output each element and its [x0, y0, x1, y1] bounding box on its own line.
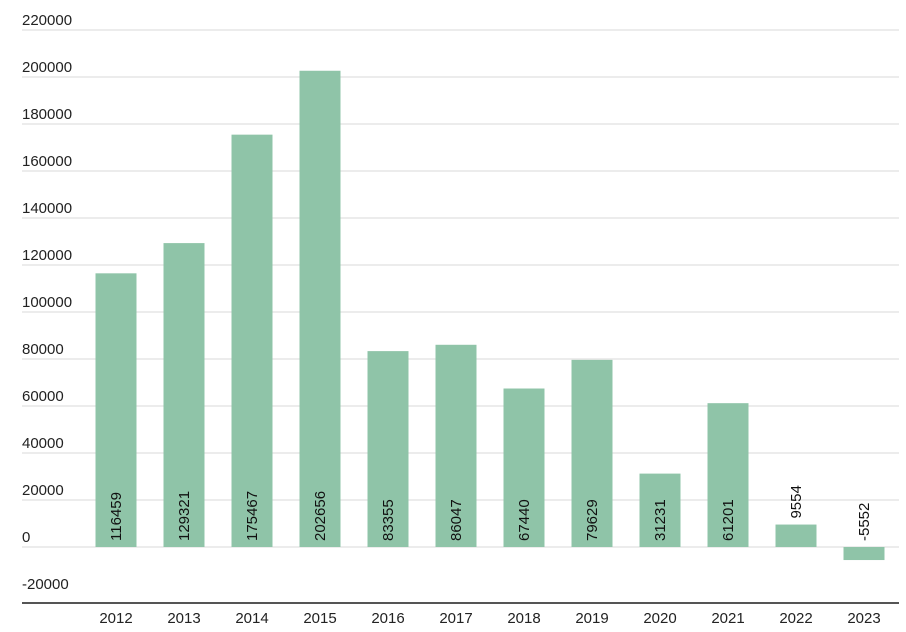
bar-2020: [639, 473, 681, 547]
bar-2014: [231, 134, 273, 547]
x-tick-label: 2017: [439, 610, 472, 627]
y-tick-label: 40000: [22, 435, 64, 452]
bars: [95, 70, 885, 561]
y-tick-label: 0: [22, 529, 30, 546]
bar-2015: [299, 70, 341, 548]
bar-2018: [503, 388, 545, 547]
x-tick-label: 2019: [575, 610, 608, 627]
bar-2013: [163, 243, 205, 548]
bar-2022: [775, 524, 817, 547]
data-label-2015: 202656: [312, 491, 329, 541]
data-label-2012: 116459: [108, 492, 125, 541]
y-tick-label: 60000: [22, 388, 64, 405]
bar-2017: [435, 344, 477, 547]
y-tick-label: 100000: [22, 294, 72, 311]
x-tick-label: 2023: [847, 610, 880, 627]
y-tick-label: 220000: [22, 12, 72, 29]
data-label-2017: 86047: [448, 499, 465, 541]
x-tick-label: 2013: [167, 610, 200, 627]
y-tick-label: 140000: [22, 200, 72, 217]
y-tick-label: 120000: [22, 247, 72, 264]
y-tick-label: -20000: [22, 576, 69, 593]
x-tick-label: 2015: [303, 610, 336, 627]
y-tick-label: 200000: [22, 59, 72, 76]
bar-2016: [367, 351, 409, 547]
x-tick-label: 2022: [779, 610, 812, 627]
x-tick-label: 2014: [235, 610, 268, 627]
data-label-2013: 129321: [176, 491, 193, 541]
data-label-2022: 9554: [788, 485, 805, 518]
y-tick-label: 180000: [22, 106, 72, 123]
y-tick-label: 20000: [22, 482, 64, 499]
data-label-2023: -5552: [856, 503, 873, 541]
x-tick-label: 2020: [643, 610, 676, 627]
bar-2019: [571, 359, 613, 547]
bar-2023: [843, 547, 885, 561]
y-axis-ticks: 2200002000001800001600001400001200001000…: [22, 12, 72, 593]
data-labels: 116459 129321 175467 202656 83355 86047 67440 7…: [108, 485, 873, 541]
bar-2021: [707, 403, 749, 547]
y-tick-label: 160000: [22, 153, 72, 170]
x-tick-label: 2012: [99, 610, 132, 627]
x-axis-ticks: 2012 2013 2014 2015 2016 2017 2018 2019 2020 2021…: [99, 610, 880, 627]
data-label-2018: 67440: [516, 499, 533, 541]
data-label-2019: 79629: [584, 499, 601, 541]
data-label-2016: 83355: [380, 499, 397, 541]
y-tick-label: 80000: [22, 341, 64, 358]
x-tick-label: 2016: [371, 610, 404, 627]
x-tick-label: 2018: [507, 610, 540, 627]
x-tick-label: 2021: [711, 610, 744, 627]
bar-2012: [95, 273, 137, 547]
data-label-2021: 61201: [720, 499, 737, 541]
data-label-2020: 31231: [652, 499, 669, 541]
data-label-2014: 175467: [244, 491, 261, 541]
